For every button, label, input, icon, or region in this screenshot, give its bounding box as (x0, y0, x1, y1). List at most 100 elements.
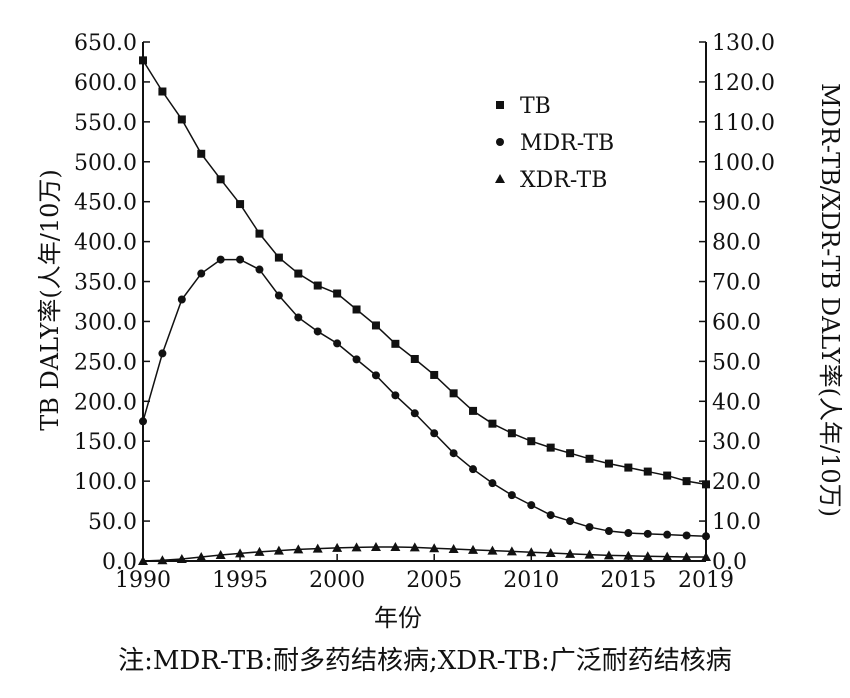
legend-marker-tb (496, 101, 504, 109)
left-tick-label: 50.0 (88, 510, 137, 535)
right-tick-label: 40.0 (712, 390, 761, 415)
series-line-xdr-tb (142, 546, 706, 562)
data-point-mdr-tb (177, 295, 186, 304)
data-point-mdr-tb (255, 265, 264, 274)
data-point-mdr-tb (682, 531, 691, 540)
data-point-mdr-tb (236, 255, 245, 264)
left-tick-label: 0.0 (102, 550, 137, 575)
footnote: 注:MDR-TB:耐多药结核病;XDR-TB:广泛耐药结核病 (118, 646, 732, 676)
right-tick-label: 100.0 (712, 151, 775, 176)
data-point-xdr-tb (138, 556, 148, 565)
legend-marker-mdr-tb (496, 138, 504, 146)
data-point-xdr-tb (506, 546, 517, 556)
data-point-xdr-tb (701, 552, 711, 562)
data-point-mdr-tb (333, 339, 342, 348)
right-tick-label: 60.0 (712, 310, 761, 335)
right-tick-label: 50.0 (712, 350, 761, 375)
left-tick-label: 250.0 (74, 350, 137, 375)
x-tick-label: 1995 (212, 568, 268, 593)
left-axis-title: TB DALY率(人年/10万) (36, 169, 64, 430)
data-point-xdr-tb (215, 550, 226, 560)
data-point-xdr-tb (662, 551, 673, 561)
data-point-tb (663, 471, 672, 480)
left-tick-label: 500.0 (74, 151, 137, 176)
data-point-mdr-tb (469, 465, 478, 474)
chart: 0.0 50.0 100.0 150.0 200.0 250.0 300.0 350.0 400… (36, 31, 844, 632)
data-point-mdr-tb (197, 269, 206, 278)
data-point-mdr-tb (604, 527, 613, 536)
data-point-xdr-tb (565, 548, 576, 558)
data-point-tb (313, 281, 322, 290)
left-tick-label: 650.0 (74, 31, 137, 56)
data-point-mdr-tb (643, 529, 652, 538)
data-point-tb (197, 149, 206, 158)
left-tick-label: 550.0 (74, 111, 137, 136)
legend-label-xdr-tb: XDR-TB (520, 168, 607, 193)
data-point-tb (294, 269, 303, 278)
data-point-xdr-tb (370, 542, 381, 552)
data-point-xdr-tb (545, 548, 556, 558)
legend-label-mdr-tb: MDR-TB (520, 131, 614, 156)
data-point-xdr-tb (312, 543, 323, 553)
data-point-tb (469, 406, 478, 415)
data-point-tb (546, 443, 555, 452)
data-point-xdr-tb (390, 542, 401, 552)
data-point-mdr-tb (216, 255, 225, 264)
right-tick-label: 20.0 (712, 470, 761, 495)
left-tick-label: 100.0 (74, 470, 137, 495)
left-tick-label: 450.0 (74, 191, 137, 216)
data-point-xdr-tb (623, 550, 634, 560)
right-tick-label: 110.0 (712, 111, 775, 136)
left-tick-label: 200.0 (74, 390, 137, 415)
left-y-axis: 0.0 50.0 100.0 150.0 200.0 250.0 300.0 350.0 400… (74, 31, 150, 575)
data-point-xdr-tb (429, 543, 440, 553)
left-tick-label: 400.0 (74, 231, 137, 256)
data-point-tb (333, 289, 342, 298)
right-tick-label: 0.0 (712, 550, 747, 575)
data-point-mdr-tb (430, 429, 439, 438)
data-point-tb (507, 429, 516, 438)
data-point-xdr-tb (603, 550, 614, 560)
right-tick-label: 90.0 (712, 191, 761, 216)
data-point-tb (643, 467, 652, 476)
x-tick-label: 2000 (309, 568, 365, 593)
left-tick-label: 150.0 (74, 430, 137, 455)
data-point-mdr-tb (449, 449, 458, 458)
right-y-axis: 0.0 10.0 20.0 30.0 40.0 50.0 60.0 70.0 80.0 90.0 1… (699, 31, 775, 575)
data-point-tb (702, 480, 710, 489)
data-point-tb (604, 459, 613, 468)
plot-frame (142, 42, 707, 562)
data-point-mdr-tb (158, 349, 167, 358)
data-point-mdr-tb (139, 417, 147, 426)
data-point-tb (488, 419, 497, 428)
data-point-mdr-tb (371, 371, 380, 380)
x-tick-label: 1990 (115, 568, 171, 593)
data-point-tb (158, 87, 167, 96)
data-point-mdr-tb (546, 511, 555, 520)
data-point-xdr-tb (157, 555, 168, 565)
data-point-tb (682, 477, 691, 486)
data-point-mdr-tb (313, 327, 322, 336)
data-point-mdr-tb (410, 409, 419, 418)
data-point-xdr-tb (293, 544, 304, 554)
data-point-mdr-tb (507, 491, 516, 500)
data-point-mdr-tb (702, 532, 710, 541)
series-line-tb (142, 59, 707, 486)
legend: TB MDR-TB XDR-TB (495, 94, 614, 193)
series-xdr-tb (138, 542, 711, 565)
data-point-xdr-tb (273, 545, 284, 555)
data-point-xdr-tb (526, 547, 537, 557)
data-point-mdr-tb (294, 313, 303, 322)
data-point-xdr-tb (332, 542, 343, 552)
right-tick-label: 130.0 (712, 31, 775, 56)
right-tick-label: 120.0 (712, 71, 775, 96)
data-point-tb (371, 321, 380, 330)
x-tick-label: 2015 (600, 568, 656, 593)
series-tb (139, 56, 710, 489)
data-point-tb (624, 463, 633, 472)
left-tick-label: 600.0 (74, 71, 137, 96)
x-tick-label: 2010 (503, 568, 559, 593)
right-tick-label: 10.0 (712, 510, 761, 535)
data-point-tb (410, 354, 419, 363)
data-point-xdr-tb (235, 548, 246, 558)
